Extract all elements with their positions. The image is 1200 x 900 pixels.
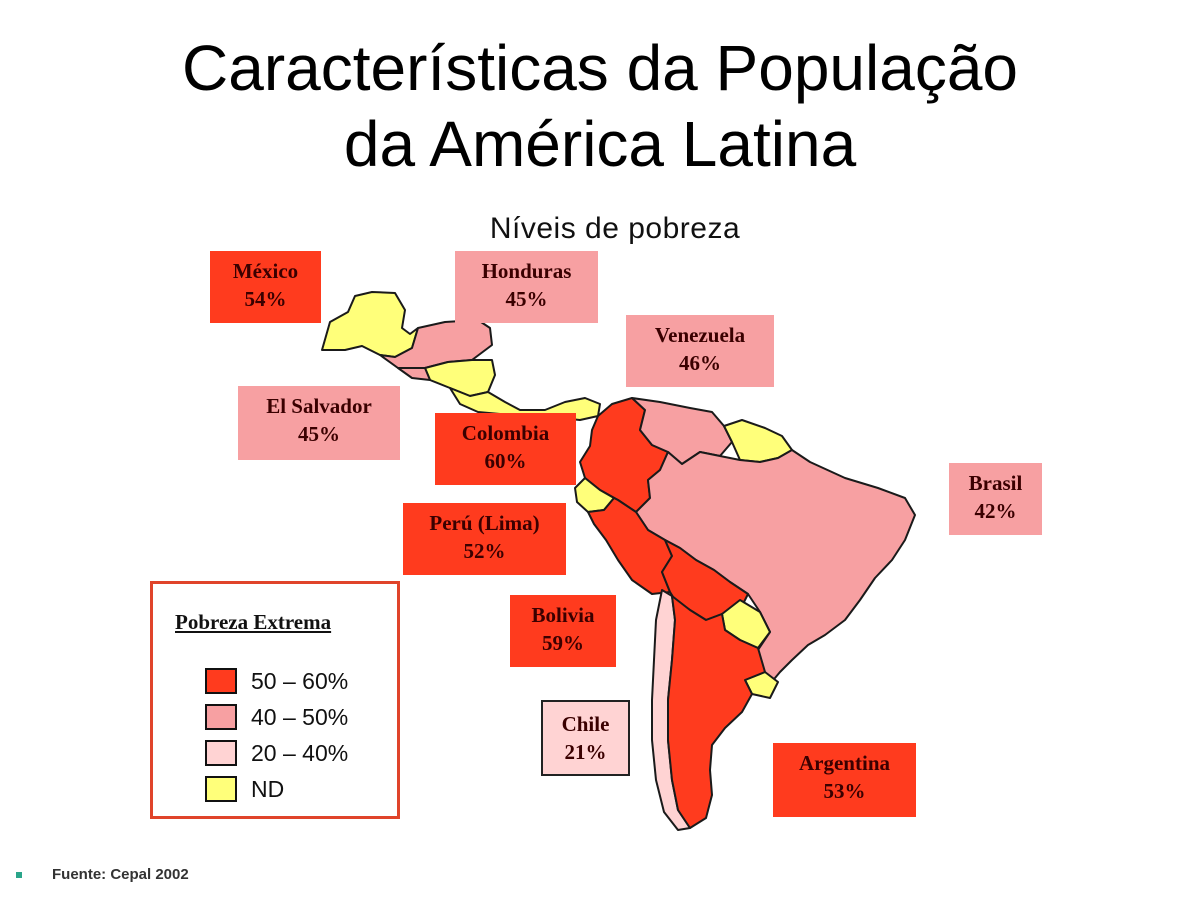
country-label-brasil: Brasil 42% [949,463,1042,535]
country-label-bolivia: Bolivia 59% [510,595,616,667]
country-value: 54% [244,287,287,311]
legend-item: ND [205,774,284,804]
country-label-peru: Perú (Lima) 52% [403,503,566,575]
country-label-venezuela: Venezuela 46% [626,315,774,387]
country-value: 53% [823,779,866,803]
region-nicaragua [424,359,496,397]
country-label-honduras: Honduras 45% [455,251,598,323]
legend-swatch [205,668,237,694]
legend-label: 50 – 60% [251,667,349,694]
country-name: México [232,259,299,283]
title-line-1: Características da População [182,32,1018,104]
legend-label: 20 – 40% [251,739,349,766]
country-value: 46% [679,351,721,375]
page-title: Características da População da América … [0,30,1200,182]
country-value: 42% [974,499,1017,523]
country-label-mexico: México 54% [210,251,321,323]
country-value: 59% [542,631,584,655]
legend-label: ND [251,775,285,802]
source-text: Fuente: Cepal 2002 [52,866,189,883]
legend-swatch [205,776,237,802]
country-name: El Salvador [266,394,372,418]
region-mexico [321,291,419,358]
country-value: 45% [298,422,340,446]
country-label-argentina: Argentina 53% [773,743,916,817]
legend-swatch [205,704,237,730]
country-label-colombia: Colombia 60% [435,413,576,485]
legend-item: 20 – 40% [205,738,348,768]
country-name: Colombia [461,421,550,445]
country-label-chile: Chile 21% [541,700,630,776]
region-el-salvador [397,367,431,381]
legend-label: 40 – 50% [251,703,349,730]
map-legend: Pobreza Extrema 50 – 60% 40 – 50% 20 – 4… [150,581,400,819]
country-name: Brasil [968,471,1023,495]
country-value: 21% [564,740,607,764]
title-line-2: da América Latina [343,108,857,180]
map-subtitle: Níveis de pobreza [489,212,741,245]
legend-item: 40 – 50% [205,702,348,732]
country-value: 52% [463,539,506,563]
country-name: Honduras [481,259,572,283]
country-name: Chile [561,712,610,736]
region-argentina [667,595,766,829]
source-note: Fuente: Cepal 2002 [16,866,189,883]
legend-title: Pobreza Extrema [175,610,332,634]
country-name: Perú (Lima) [429,511,540,535]
country-label-el-salvador: El Salvador 45% [238,386,400,460]
legend-item: 50 – 60% [205,666,348,696]
bullet-icon [16,871,22,878]
legend-swatch [205,740,237,766]
country-value: 45% [505,287,548,311]
country-name: Venezuela [654,323,746,347]
country-name: Argentina [799,751,890,775]
country-value: 60% [484,449,527,473]
country-name: Bolivia [531,603,595,627]
